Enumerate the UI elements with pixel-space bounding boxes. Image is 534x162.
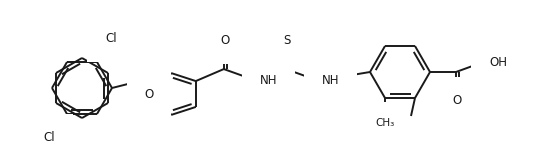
Text: OH: OH <box>489 56 507 69</box>
Text: NH: NH <box>260 74 277 87</box>
Text: O: O <box>452 94 461 108</box>
Text: S: S <box>283 34 290 46</box>
Text: Cl: Cl <box>105 32 117 45</box>
Text: O: O <box>144 87 154 100</box>
Text: Cl: Cl <box>43 132 55 145</box>
Text: O: O <box>220 34 230 46</box>
Text: CH₃: CH₃ <box>375 118 395 128</box>
Text: NH: NH <box>322 74 339 87</box>
